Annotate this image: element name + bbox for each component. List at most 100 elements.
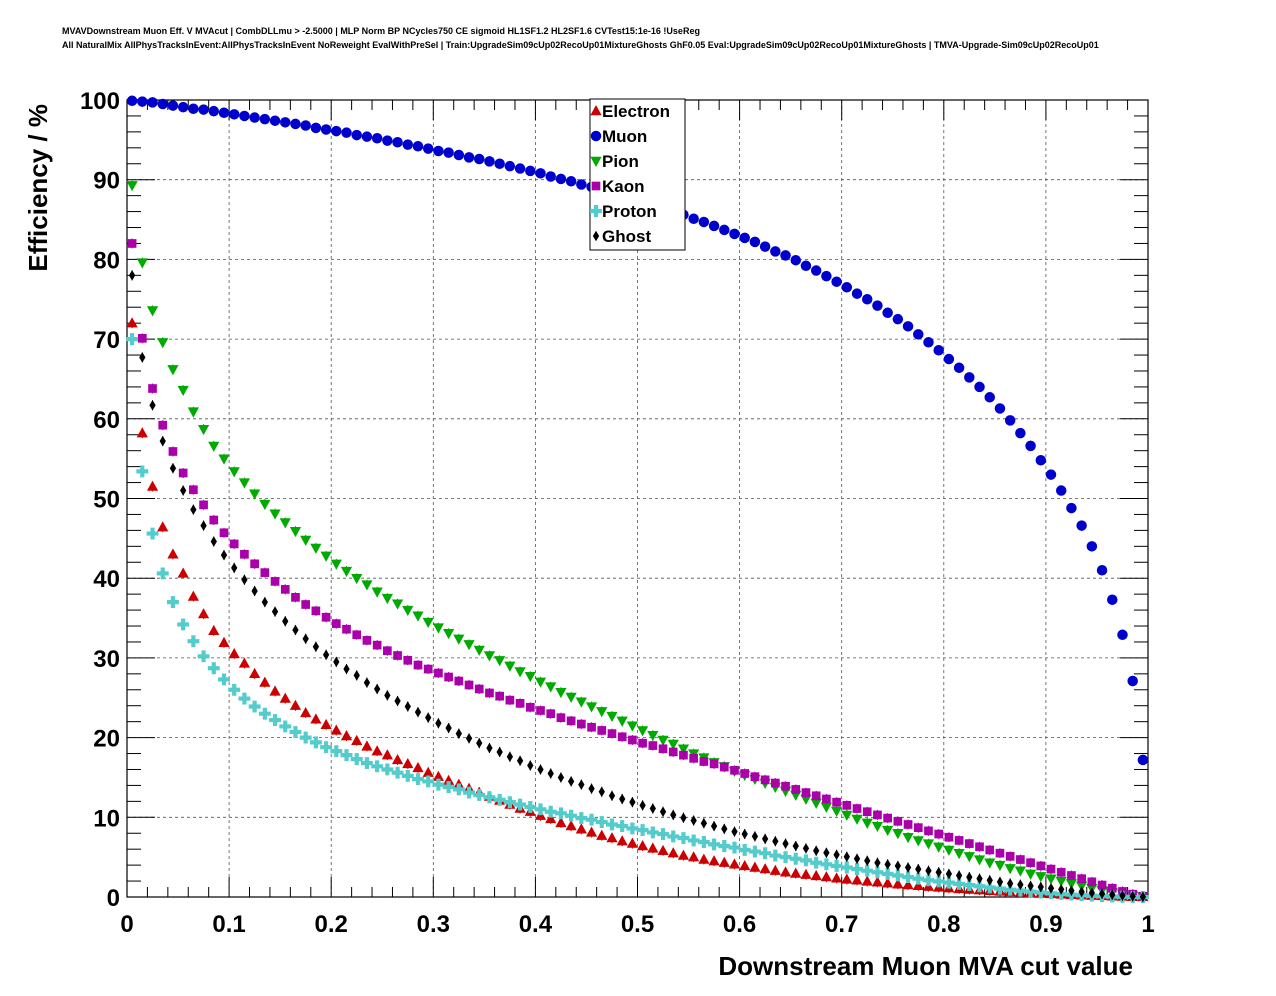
data-point-kaon — [760, 775, 770, 785]
data-point-muon — [228, 109, 240, 120]
data-point-ghost — [404, 701, 411, 712]
data-point-proton — [422, 775, 435, 788]
data-point-proton — [657, 828, 669, 840]
series-kaon — [127, 238, 1148, 902]
data-point-ghost — [282, 615, 289, 627]
data-point-ghost — [210, 536, 217, 547]
data-point-kaon — [240, 549, 249, 559]
data-point-muon — [1096, 564, 1108, 576]
data-point-electron — [820, 871, 832, 882]
data-point-electron — [637, 840, 649, 851]
data-point-electron — [606, 832, 618, 843]
data-point-electron — [330, 724, 342, 735]
data-point-ghost — [782, 838, 789, 849]
data-point-kaon — [199, 500, 208, 510]
data-point-ghost — [700, 818, 708, 829]
data-point-muon — [443, 147, 454, 158]
data-point-muon — [759, 241, 771, 252]
data-point-proton — [626, 822, 639, 835]
data-point-kaon — [1005, 852, 1015, 861]
data-point-electron — [545, 812, 557, 824]
data-point-pion — [994, 860, 1006, 872]
data-point-ghost — [710, 820, 718, 832]
data-point-electron — [871, 876, 884, 887]
data-point-ghost — [292, 624, 299, 636]
y-tick-label: 50 — [93, 487, 120, 514]
data-point-muon — [290, 118, 301, 130]
data-point-ghost — [1027, 880, 1034, 892]
data-point-pion — [228, 467, 240, 478]
data-point-pion — [351, 574, 363, 585]
legend-marker-proton — [590, 205, 602, 217]
data-point-ghost — [128, 270, 136, 281]
data-point-proton — [738, 844, 751, 856]
data-point-pion — [238, 478, 251, 489]
data-point-pion — [126, 181, 138, 192]
data-point-proton — [136, 465, 149, 478]
data-point-ghost — [894, 860, 902, 872]
data-point-ghost — [231, 562, 238, 574]
data-point-proton — [483, 791, 496, 804]
data-point-ghost — [639, 800, 646, 811]
data-point-pion — [902, 833, 914, 844]
data-point-kaon — [740, 769, 750, 778]
data-point-muon — [341, 127, 352, 138]
data-point-kaon — [1087, 877, 1097, 887]
data-point-pion — [524, 672, 536, 683]
data-point-ghost — [1109, 889, 1116, 901]
data-point-muon — [351, 129, 362, 141]
data-point-electron — [300, 706, 312, 718]
data-point-pion — [279, 518, 291, 529]
data-point-electron — [779, 866, 792, 877]
data-point-pion — [269, 509, 281, 520]
data-point-pion — [340, 566, 353, 577]
data-point-electron — [443, 774, 455, 785]
data-point-pion — [596, 707, 608, 718]
data-point-kaon — [505, 695, 515, 705]
data-point-kaon — [495, 691, 505, 701]
data-point-ghost — [251, 585, 258, 597]
data-point-muon — [1127, 675, 1138, 687]
data-point-ghost — [690, 815, 697, 826]
data-point-proton — [759, 847, 772, 860]
y-tick-label: 90 — [93, 168, 120, 195]
data-point-proton — [524, 800, 537, 813]
data-point-proton — [218, 673, 230, 686]
data-point-proton — [912, 872, 925, 885]
data-point-pion — [167, 365, 179, 376]
y-tick-label: 60 — [93, 407, 120, 434]
data-point-muon — [974, 381, 985, 393]
data-point-ghost — [394, 695, 401, 707]
data-point-kaon — [280, 585, 290, 594]
data-point-muon — [800, 260, 812, 272]
data-point-kaon — [709, 759, 719, 769]
data-point-kaon — [985, 845, 995, 855]
data-point-kaon — [423, 664, 433, 674]
data-point-pion — [504, 661, 516, 672]
data-point-electron — [422, 766, 434, 777]
data-point-electron — [218, 636, 230, 647]
data-point-proton — [820, 858, 833, 871]
data-point-ghost — [761, 833, 769, 845]
data-point-ghost — [506, 751, 514, 762]
data-point-electron — [289, 699, 302, 710]
data-point-pion — [830, 806, 843, 817]
data-point-muon — [882, 307, 893, 319]
data-point-proton — [156, 567, 169, 580]
x-tick-label: 0.7 — [825, 911, 858, 938]
data-point-proton — [514, 798, 527, 811]
data-point-ghost — [557, 772, 565, 783]
data-point-kaon — [954, 836, 964, 845]
data-point-muon — [1066, 502, 1077, 514]
data-point-proton — [677, 832, 690, 844]
data-point-muon — [514, 163, 526, 174]
data-point-proton — [412, 773, 424, 785]
data-point-electron — [657, 844, 669, 855]
data-point-electron — [432, 770, 445, 781]
data-point-kaon — [485, 688, 494, 698]
data-point-electron — [310, 713, 322, 724]
data-point-muon — [177, 101, 189, 113]
data-point-ghost — [169, 462, 177, 474]
data-point-muon — [790, 254, 802, 266]
data-point-pion — [555, 687, 567, 699]
